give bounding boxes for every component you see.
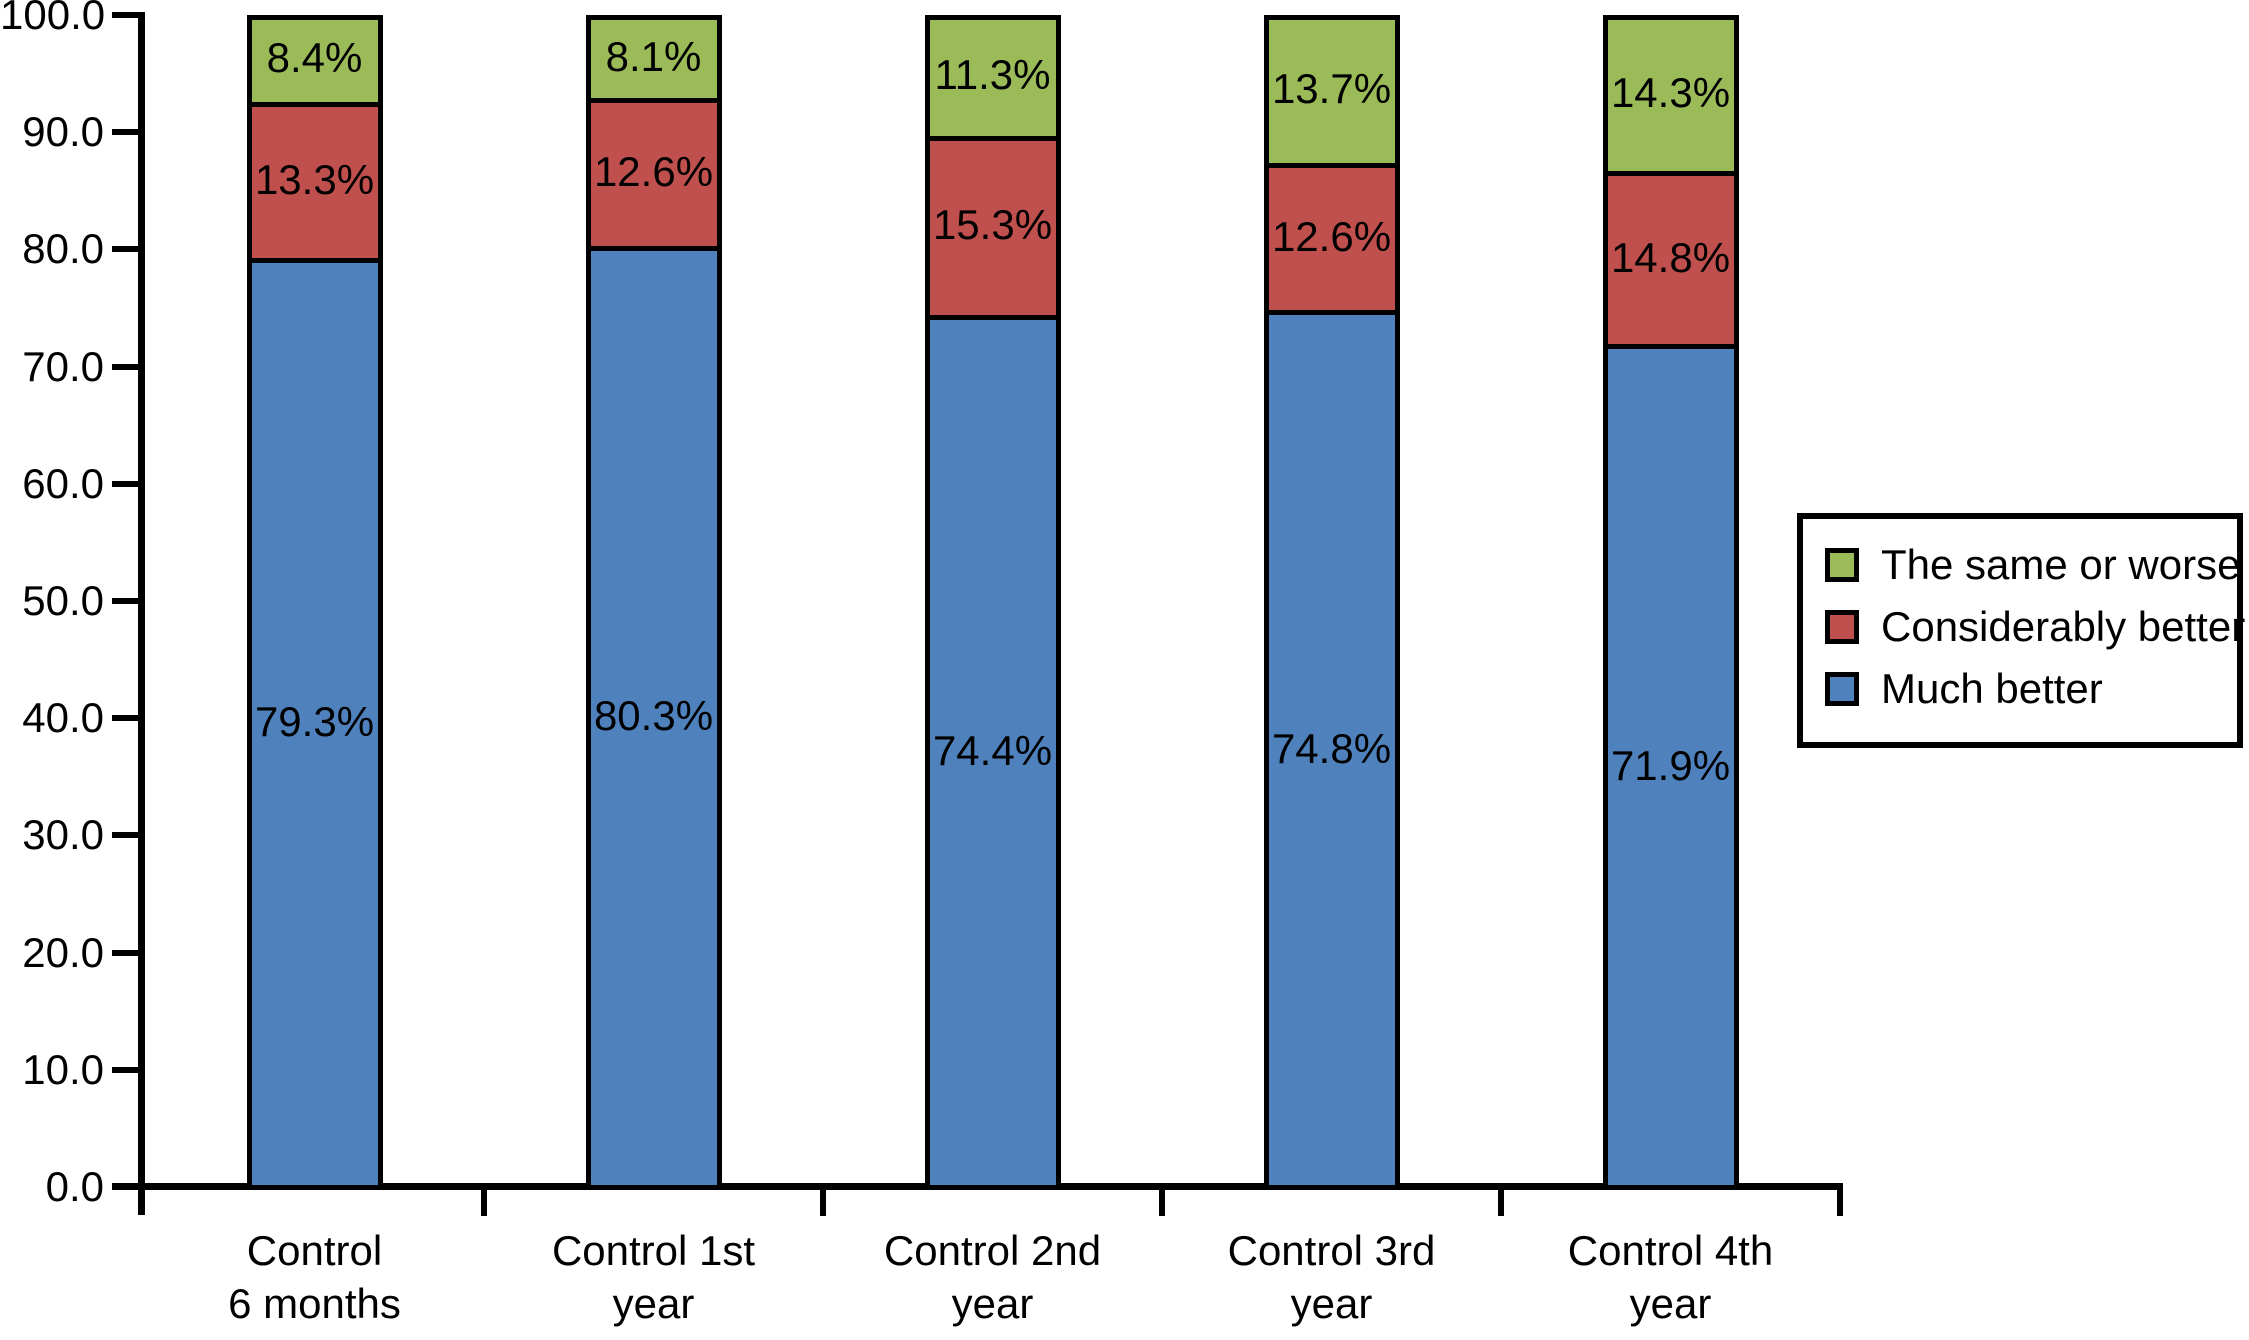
x-tick (481, 1190, 487, 1216)
x-category-label-line: Control 4th (1567, 1227, 1774, 1274)
legend: The same or worse Considerably better Mu… (1797, 513, 2245, 748)
bar-segment-label: 74.4% (932, 727, 1053, 775)
bar-segment-label: 12.6% (593, 148, 714, 196)
y-tick-label: 70.0 (22, 342, 104, 390)
bar-segment-the-same-or-worse (246, 15, 383, 107)
x-category-label: Control 2nd year (823, 1224, 1163, 1330)
y-tick (112, 246, 145, 253)
y-tick-label: 80.0 (22, 225, 104, 273)
y-tick-label: 20.0 (22, 928, 104, 976)
legend-label-same-or-worse: The same or worse (1881, 541, 2241, 588)
x-tick (1837, 1190, 1843, 1216)
y-tick-label: 50.0 (22, 577, 104, 624)
legend-label-much-better: Much better (1881, 665, 2103, 712)
y-tick-label: 100.0 (0, 0, 106, 38)
bar-segment-the-same-or-worse (924, 15, 1061, 141)
y-tick (112, 949, 145, 956)
legend-row-much-better: Much better (1803, 658, 2237, 720)
bar-segment-label: 14.8% (1610, 233, 1731, 281)
y-tick-label: 40.0 (22, 694, 104, 742)
y-tick (112, 129, 145, 136)
y-tick-label: 30.0 (22, 811, 104, 859)
y-tick (112, 1066, 145, 1073)
legend-swatch-considerably-better (1825, 610, 1859, 644)
bar-segment-the-same-or-worse (585, 15, 722, 104)
bar-segment-label: 8.1% (605, 32, 702, 80)
bar-segment-label: 14.3% (1610, 68, 1731, 116)
x-category-label: Control 4th year (1501, 1224, 1841, 1330)
x-category-label-line: year (1629, 1280, 1712, 1327)
y-tick (112, 1184, 145, 1190)
y-tick-label: 90.0 (22, 108, 104, 156)
x-tick (1498, 1190, 1504, 1216)
y-tick (112, 715, 145, 722)
y-tick-label: 0.0 (45, 1163, 104, 1210)
y-tick (112, 363, 145, 370)
bar-segment-much-better (246, 257, 383, 1190)
y-tick (112, 832, 145, 839)
y-tick-label: 60.0 (22, 459, 104, 507)
bar-segment-considerably-better (585, 98, 722, 251)
bar-segment-label: 8.4% (266, 34, 363, 82)
x-tick (820, 1190, 826, 1216)
bar-segment-the-same-or-worse (1602, 15, 1739, 176)
bar-segment-considerably-better (924, 135, 1061, 321)
x-tick (1159, 1190, 1165, 1216)
x-category-label: Control 3rd year (1162, 1224, 1502, 1330)
bar-segment-much-better (1263, 310, 1400, 1190)
y-tick (112, 598, 145, 604)
bar-segment-label: 11.3% (934, 51, 1051, 99)
bar-segment-label: 13.3% (254, 155, 375, 203)
bar-segment-much-better (1602, 344, 1739, 1190)
legend-label-considerably-better: Considerably better (1881, 603, 2246, 650)
bar-segment-considerably-better (1263, 162, 1400, 316)
x-category-label-line: 6 months (228, 1280, 401, 1327)
bar-segment-label: 71.9% (1610, 741, 1731, 789)
bar-segment-label: 13.7% (1271, 64, 1392, 112)
x-category-label-line: year (1290, 1280, 1373, 1327)
x-category-label: Control 6 months (145, 1224, 485, 1330)
bar-segment-label: 80.3% (593, 692, 714, 740)
bar-segment-label: 15.3% (932, 201, 1053, 249)
x-category-label-line: year (951, 1280, 1034, 1327)
legend-row-same-or-worse: The same or worse (1803, 534, 2241, 596)
x-category-label-line: Control 1st (551, 1227, 756, 1274)
bar-segment-label: 79.3% (254, 698, 375, 746)
y-axis-line (138, 15, 145, 1215)
y-tick (112, 12, 145, 18)
y-tick-label: 10.0 (22, 1045, 104, 1093)
bar-segment-the-same-or-worse (1263, 15, 1400, 168)
x-category-label-line: Control 3rd (1227, 1227, 1436, 1274)
x-category-label: Control 1st year (484, 1224, 824, 1330)
legend-row-considerably-better: Considerably better (1803, 596, 2245, 658)
bar-segment-label: 12.6% (1271, 212, 1392, 260)
bar-segment-label: 74.8% (1271, 724, 1392, 772)
x-category-label-line: year (612, 1280, 695, 1327)
legend-swatch-same-or-worse (1825, 548, 1859, 582)
x-category-label-line: Control 2nd (883, 1227, 1102, 1274)
legend-swatch-much-better (1825, 672, 1859, 706)
bar-segment-much-better (924, 315, 1061, 1190)
x-category-label-line: Control (246, 1227, 383, 1274)
y-tick (112, 480, 145, 487)
